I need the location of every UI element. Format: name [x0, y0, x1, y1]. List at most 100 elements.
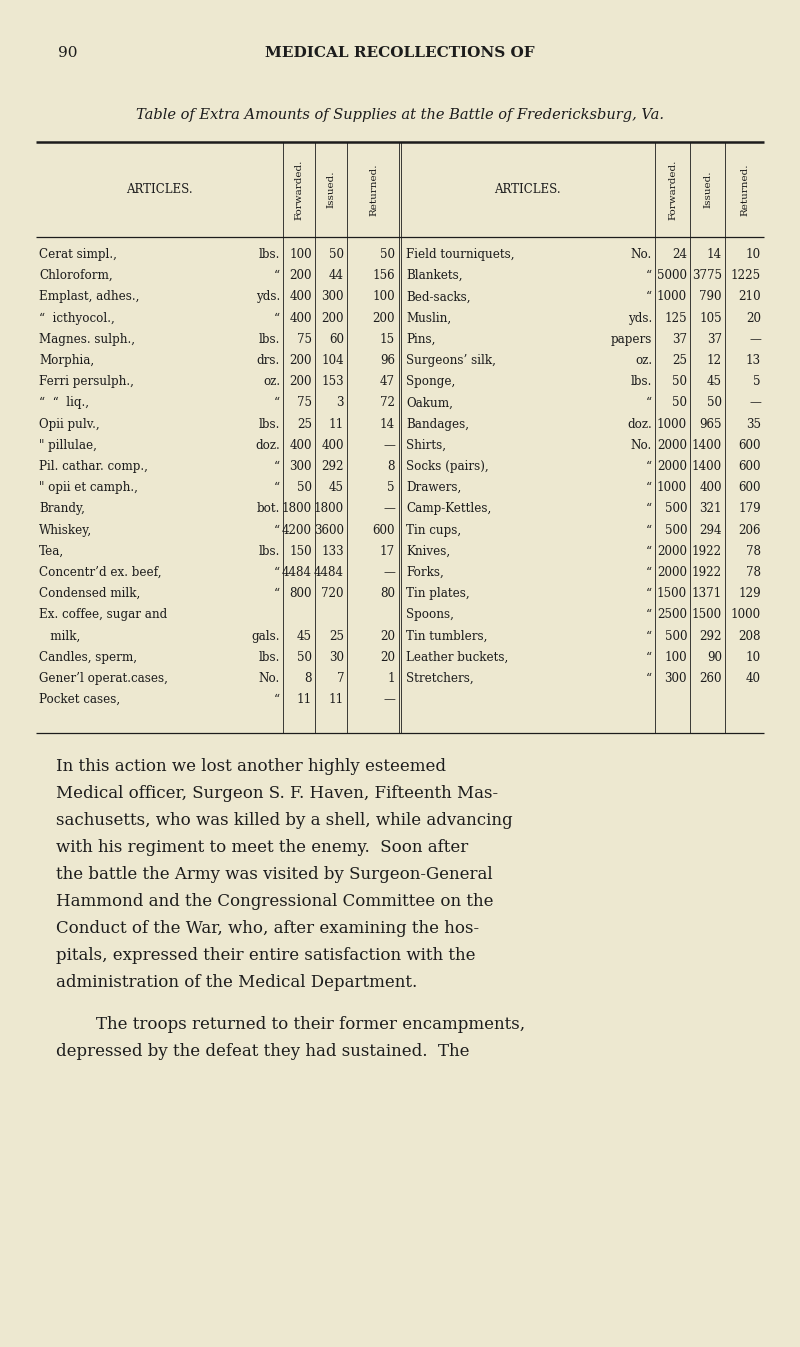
Text: oz.: oz. [263, 376, 280, 388]
Text: ARTICLES.: ARTICLES. [494, 183, 561, 197]
Text: 8: 8 [387, 459, 395, 473]
Text: 44: 44 [329, 269, 344, 283]
Text: Pocket cases,: Pocket cases, [39, 694, 120, 706]
Text: 965: 965 [699, 418, 722, 431]
Text: 60: 60 [329, 333, 344, 346]
Text: —: — [749, 396, 761, 409]
Text: 30: 30 [329, 651, 344, 664]
Text: 1500: 1500 [692, 609, 722, 621]
Text: 78: 78 [746, 566, 761, 579]
Text: 321: 321 [699, 502, 722, 516]
Text: 153: 153 [322, 376, 344, 388]
Text: Pins,: Pins, [406, 333, 435, 346]
Text: Magnes. sulph.,: Magnes. sulph., [39, 333, 135, 346]
Text: 790: 790 [699, 291, 722, 303]
Text: 37: 37 [672, 333, 687, 346]
Text: 45: 45 [329, 481, 344, 494]
Text: 179: 179 [738, 502, 761, 516]
Text: 200: 200 [373, 311, 395, 325]
Text: Whiskey,: Whiskey, [39, 524, 92, 536]
Text: 20: 20 [380, 629, 395, 643]
Text: 10: 10 [746, 651, 761, 664]
Text: 75: 75 [297, 333, 312, 346]
Text: 45: 45 [297, 629, 312, 643]
Text: 500: 500 [665, 524, 687, 536]
Text: Spoons,: Spoons, [406, 609, 454, 621]
Text: —: — [383, 566, 395, 579]
Text: 5000: 5000 [657, 269, 687, 283]
Text: 5: 5 [387, 481, 395, 494]
Text: 100: 100 [290, 248, 312, 261]
Text: Tea,: Tea, [39, 544, 64, 558]
Text: “: “ [274, 459, 280, 473]
Text: 1922: 1922 [692, 566, 722, 579]
Text: “: “ [646, 269, 652, 283]
Text: lbs.: lbs. [258, 248, 280, 261]
Text: 1800: 1800 [282, 502, 312, 516]
Text: 72: 72 [380, 396, 395, 409]
Text: “: “ [274, 524, 280, 536]
Text: 260: 260 [699, 672, 722, 686]
Text: 40: 40 [746, 672, 761, 686]
Text: Tin cups,: Tin cups, [406, 524, 461, 536]
Text: milk,: milk, [39, 629, 80, 643]
Text: administration of the Medical Department.: administration of the Medical Department… [56, 974, 418, 991]
Text: Medical officer, Surgeon S. F. Haven, Fifteenth Mas-: Medical officer, Surgeon S. F. Haven, Fi… [56, 785, 498, 801]
Text: Tin plates,: Tin plates, [406, 587, 470, 601]
Text: 600: 600 [373, 524, 395, 536]
Text: “: “ [646, 481, 652, 494]
Text: 300: 300 [290, 459, 312, 473]
Text: doz.: doz. [627, 418, 652, 431]
Text: 1000: 1000 [657, 291, 687, 303]
Text: 20: 20 [746, 311, 761, 325]
Text: 1000: 1000 [731, 609, 761, 621]
Text: Forwarded.: Forwarded. [294, 159, 303, 220]
Text: lbs.: lbs. [258, 544, 280, 558]
Text: 2500: 2500 [657, 609, 687, 621]
Text: Returned.: Returned. [740, 163, 749, 216]
Text: 400: 400 [290, 291, 312, 303]
Text: 14: 14 [707, 248, 722, 261]
Text: 300: 300 [322, 291, 344, 303]
Text: “: “ [646, 459, 652, 473]
Text: “  “  liq.,: “ “ liq., [39, 396, 89, 409]
Text: 800: 800 [290, 587, 312, 601]
Text: 25: 25 [297, 418, 312, 431]
Text: 24: 24 [672, 248, 687, 261]
Text: 25: 25 [672, 354, 687, 366]
Text: No.: No. [630, 439, 652, 451]
Text: 78: 78 [746, 544, 761, 558]
Text: In this action we lost another highly esteemed: In this action we lost another highly es… [56, 758, 446, 775]
Text: Oakum,: Oakum, [406, 396, 453, 409]
Text: Muslin,: Muslin, [406, 311, 451, 325]
Text: 400: 400 [322, 439, 344, 451]
Text: 4484: 4484 [282, 566, 312, 579]
Text: Drawers,: Drawers, [406, 481, 462, 494]
Text: Forks,: Forks, [406, 566, 444, 579]
Text: " pillulae,: " pillulae, [39, 439, 97, 451]
Text: lbs.: lbs. [630, 376, 652, 388]
Text: Hammond and the Congressional Committee on the: Hammond and the Congressional Committee … [56, 893, 494, 911]
Text: Gener’l operat.cases,: Gener’l operat.cases, [39, 672, 168, 686]
Text: Concentr’d ex. beef,: Concentr’d ex. beef, [39, 566, 162, 579]
Text: 105: 105 [699, 311, 722, 325]
Text: 37: 37 [707, 333, 722, 346]
Text: 14: 14 [380, 418, 395, 431]
Text: Chloroform,: Chloroform, [39, 269, 113, 283]
Text: 1922: 1922 [692, 544, 722, 558]
Text: “: “ [646, 544, 652, 558]
Text: 1400: 1400 [692, 439, 722, 451]
Text: " opii et camph.,: " opii et camph., [39, 481, 138, 494]
Text: bot.: bot. [257, 502, 280, 516]
Text: 1000: 1000 [657, 481, 687, 494]
Text: “: “ [646, 629, 652, 643]
Text: 4200: 4200 [282, 524, 312, 536]
Text: Blankets,: Blankets, [406, 269, 462, 283]
Text: “: “ [646, 651, 652, 664]
Text: 1: 1 [387, 672, 395, 686]
Text: 210: 210 [738, 291, 761, 303]
Text: Opii pulv.,: Opii pulv., [39, 418, 100, 431]
Text: 300: 300 [665, 672, 687, 686]
Text: MEDICAL RECOLLECTIONS OF: MEDICAL RECOLLECTIONS OF [265, 46, 535, 61]
Text: 1400: 1400 [692, 459, 722, 473]
